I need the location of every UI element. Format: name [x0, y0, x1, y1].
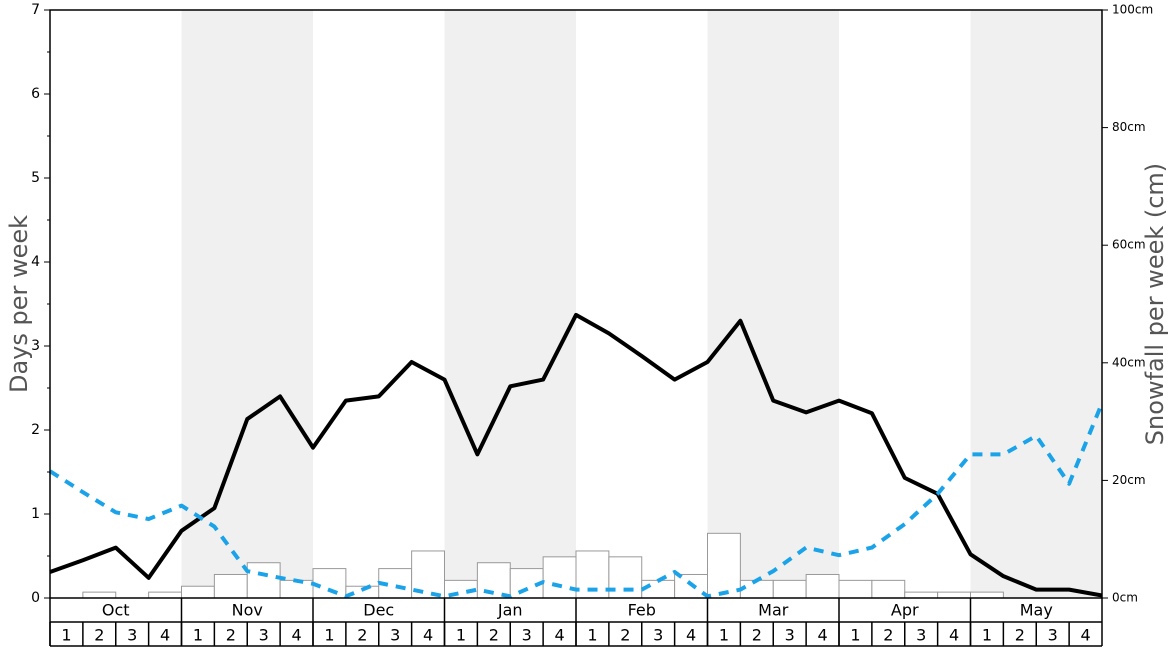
y-tick-label: 6 [31, 86, 40, 102]
y-tick-label: 7 [31, 2, 40, 18]
bar [707, 532, 741, 599]
week-label: 4 [1080, 626, 1090, 645]
bar [772, 579, 807, 599]
y-tick-label: 4 [31, 254, 40, 270]
week-label: 4 [817, 626, 827, 645]
bar [82, 591, 117, 599]
y2-axis-title: Snowfall per week (cm) [1141, 163, 1168, 445]
month-shade [970, 10, 1102, 598]
y-tick-label: 0 [31, 590, 40, 606]
month-label: Apr [891, 601, 919, 620]
week-label: 2 [489, 626, 499, 645]
week-label: 1 [193, 626, 203, 645]
plot [48, 312, 1104, 599]
week-label: 3 [259, 626, 269, 645]
bar [937, 591, 971, 599]
bar [279, 579, 314, 599]
bar [148, 591, 182, 599]
week-label: 1 [850, 626, 860, 645]
week-label: 3 [522, 626, 532, 645]
y2-tick-label: 0cm [1112, 591, 1138, 605]
bar [904, 591, 939, 599]
bar [181, 585, 215, 599]
week-label: 4 [423, 626, 433, 645]
week-label: 4 [554, 626, 564, 645]
bar [608, 556, 643, 599]
week-label: 4 [686, 626, 696, 645]
bar [838, 579, 873, 599]
week-label: 2 [1015, 626, 1025, 645]
month-shade [444, 10, 576, 598]
week-label: 4 [949, 626, 959, 645]
month-label: Jan [497, 601, 523, 620]
week-label: 2 [883, 626, 893, 645]
y-tick-label: 1 [31, 506, 40, 522]
bar [312, 568, 347, 599]
week-label: 1 [982, 626, 992, 645]
week-label: 2 [357, 626, 367, 645]
week-label: 1 [324, 626, 334, 645]
y2-tick-label: 20cm [1112, 473, 1146, 487]
month-shade [707, 10, 839, 598]
week-label: 2 [752, 626, 762, 645]
week-label: 4 [160, 626, 170, 645]
y2-tick-label: 80cm [1112, 120, 1146, 134]
series-line [48, 402, 1104, 599]
month-label: Oct [102, 601, 130, 620]
month-label: Dec [363, 601, 394, 620]
month-label: May [1020, 601, 1053, 620]
week-label: 3 [390, 626, 400, 645]
y2-tick-label: 60cm [1112, 238, 1146, 252]
y2-tick-label: 40cm [1112, 355, 1146, 369]
background [181, 10, 1102, 598]
bar [246, 562, 281, 599]
y-axis-title: Days per week [5, 215, 33, 393]
week-label: 4 [291, 626, 301, 645]
week-label: 3 [916, 626, 926, 645]
week-label: 3 [653, 626, 663, 645]
month-label: Mar [758, 601, 789, 620]
y2-tick-label: 100cm [1112, 3, 1153, 17]
bar [213, 573, 248, 599]
week-label: 2 [94, 626, 104, 645]
series-line [49, 312, 1103, 598]
month-shade [181, 10, 313, 598]
y-tick-label: 5 [31, 170, 40, 186]
week-label: 2 [226, 626, 236, 645]
month-label: Nov [232, 601, 263, 620]
bar [871, 579, 906, 599]
month-label: Feb [628, 601, 656, 620]
week-label: 3 [1048, 626, 1058, 645]
week-label: 1 [61, 626, 71, 645]
week-label: 3 [127, 626, 137, 645]
bar [970, 591, 1004, 599]
week-label: 2 [620, 626, 630, 645]
week-label: 3 [785, 626, 795, 645]
y-tick-label: 2 [31, 422, 40, 438]
week-label: 1 [719, 626, 729, 645]
y-tick-label: 3 [31, 338, 40, 354]
week-label: 1 [587, 626, 597, 645]
week-label: 1 [456, 626, 466, 645]
bar [739, 579, 774, 599]
bar [805, 573, 840, 599]
bar [542, 556, 577, 599]
bar [476, 562, 511, 599]
